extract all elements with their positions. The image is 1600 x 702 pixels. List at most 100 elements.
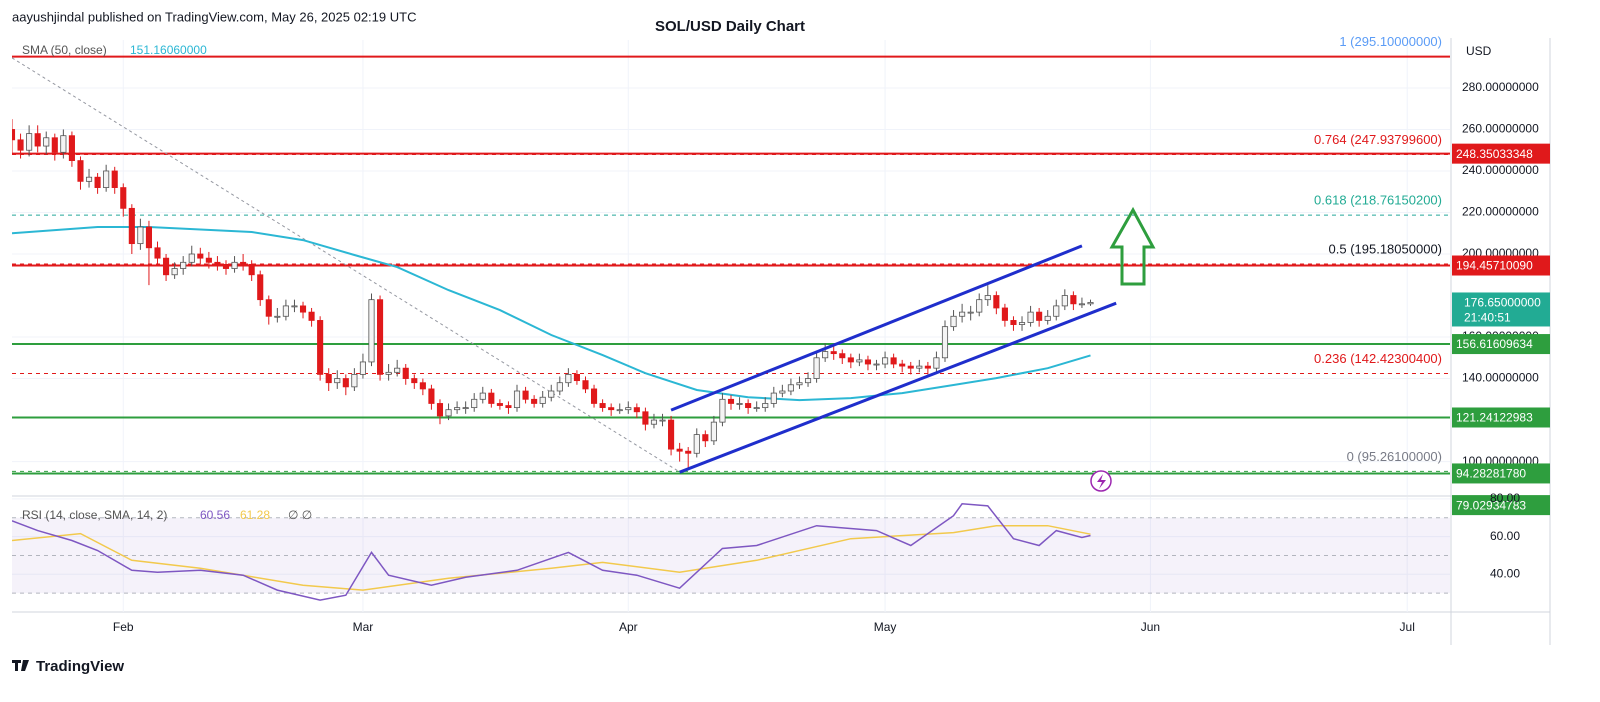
- candle-body: [676, 448, 683, 452]
- fib-label: 0.5 (195.18050000): [1329, 241, 1442, 256]
- candle-body: [685, 450, 692, 454]
- candle-body: [608, 407, 615, 411]
- candle-body: [1044, 315, 1051, 321]
- candle-body: [573, 374, 580, 382]
- fib-label: 0.618 (218.76150200): [1314, 193, 1442, 208]
- level-box: [1452, 407, 1550, 428]
- candle-body: [873, 363, 880, 366]
- rsi-sma-line: [12, 524, 1091, 591]
- candle-body: [1061, 295, 1068, 307]
- y-tick-label: 280.00000000: [1462, 80, 1539, 94]
- candle-body: [599, 403, 606, 409]
- candle-body: [590, 388, 598, 404]
- candle-body: [864, 359, 872, 365]
- candle-body: [513, 390, 521, 409]
- candle-body: [94, 176, 101, 188]
- candle-body: [325, 374, 332, 384]
- candle-body: [804, 378, 812, 384]
- candle-body: [308, 311, 315, 321]
- channel-line: [679, 301, 1117, 474]
- candle-body: [770, 392, 777, 404]
- x-tick-label: Jul: [1400, 620, 1415, 634]
- candle-body: [26, 133, 33, 151]
- level-label: 121.24122983: [1456, 411, 1533, 425]
- level-box: [1452, 143, 1550, 164]
- y-tick-label: 240.00000000: [1462, 163, 1539, 177]
- candle-body: [154, 247, 161, 259]
- candle-body: [428, 388, 435, 404]
- candle-body: [34, 133, 41, 147]
- candle-body: [103, 170, 110, 188]
- candle-body: [882, 357, 889, 365]
- alert-icon: [1090, 470, 1112, 492]
- candle-body: [317, 320, 324, 375]
- fib-label: 0.236 (142.42300400): [1314, 351, 1442, 366]
- candle-body: [1087, 302, 1094, 305]
- x-tick-label: Jun: [1141, 620, 1160, 634]
- candle-body: [479, 392, 486, 400]
- brand-logo: TradingView: [12, 658, 124, 675]
- candle-body: [171, 268, 178, 276]
- rsi-legend: RSI (14, close, SMA, 14, 2): [22, 508, 167, 522]
- x-tick-label: May: [874, 620, 897, 634]
- rsi-tick-label: 60.00: [1490, 529, 1520, 543]
- logo-part: [15, 660, 18, 671]
- candle-body: [111, 170, 118, 188]
- candle-body: [959, 311, 966, 317]
- candle-body: [385, 371, 392, 375]
- candle-body: [727, 398, 735, 404]
- candle-body: [924, 365, 931, 369]
- candle-body: [265, 299, 272, 317]
- publisher: aayushjindal published on TradingView.co…: [12, 9, 416, 24]
- candle-body: [120, 187, 127, 209]
- level-label: 194.45710090: [1456, 259, 1533, 273]
- sma-legend: SMA (50, close): [22, 43, 107, 57]
- level-label: 79.02934783: [1456, 498, 1526, 512]
- x-tick-label: Mar: [353, 620, 374, 634]
- candle-body: [359, 361, 366, 375]
- logo-part: [21, 660, 29, 671]
- diagonal-line: [12, 57, 680, 473]
- candle-body: [68, 135, 75, 161]
- rsi-band: [12, 517, 1450, 594]
- rsi-pane: [12, 503, 1450, 601]
- sma-line: [12, 226, 1091, 402]
- candle-body: [813, 357, 820, 379]
- candle-body: [197, 253, 204, 259]
- candle-body: [899, 363, 906, 367]
- up-arrow: [1109, 206, 1156, 286]
- level-label: 156.61609634: [1456, 337, 1533, 351]
- y-tick-label: 260.00000000: [1462, 122, 1539, 136]
- candle-body: [950, 315, 957, 328]
- current-price-label: 176.65000000: [1464, 296, 1541, 310]
- candle-body: [659, 419, 666, 422]
- candle-body: [993, 295, 1000, 309]
- rsi-value: 60.56: [200, 508, 230, 522]
- candle-body: [496, 403, 503, 406]
- candle-body: [291, 305, 298, 308]
- candle-body: [85, 176, 93, 182]
- candle-body: [60, 135, 67, 153]
- channel-line: [670, 244, 1083, 412]
- candle-body: [145, 226, 153, 249]
- x-tick-label: Feb: [113, 620, 134, 634]
- grid: [12, 40, 1450, 612]
- target-arrow: [1109, 206, 1156, 286]
- candle-body: [488, 392, 495, 404]
- rsi-line: [12, 503, 1091, 601]
- candle-body: [377, 299, 384, 375]
- candle-body: [462, 407, 469, 410]
- candle-body: [941, 326, 949, 359]
- chart-title: SOL/USD Daily Chart: [655, 18, 805, 35]
- candle-body: [334, 378, 341, 384]
- candle-body: [633, 407, 640, 413]
- candle-body: [205, 257, 212, 263]
- candle-body: [402, 367, 409, 379]
- x-tick-label: Apr: [619, 620, 638, 634]
- candle-body: [710, 421, 717, 442]
- candle-body: [274, 315, 281, 318]
- candle-body: [231, 261, 238, 269]
- countdown: 21:40:51: [1464, 311, 1511, 325]
- candle-body: [1078, 303, 1085, 306]
